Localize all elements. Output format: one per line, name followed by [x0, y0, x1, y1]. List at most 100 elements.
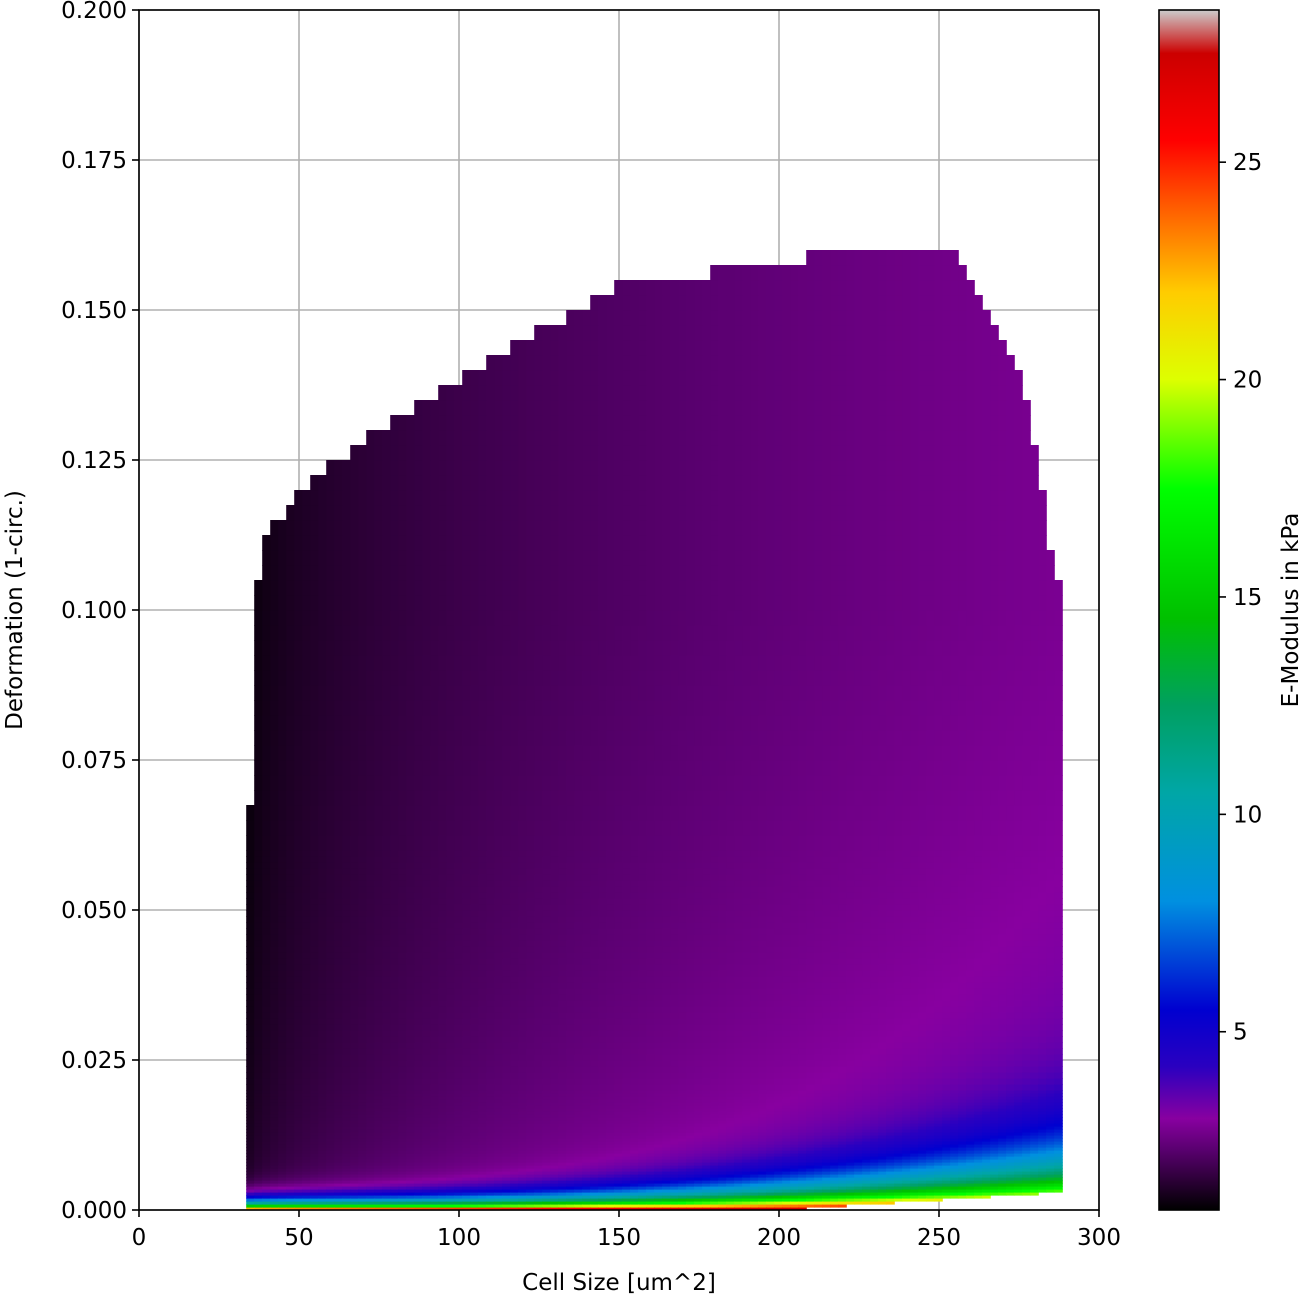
heatmap-cell: [374, 952, 383, 959]
heatmap-cell: [438, 550, 447, 566]
heatmap-cell: [342, 1180, 351, 1184]
heatmap-cell: [598, 670, 607, 686]
heatmap-cell: [462, 1162, 471, 1166]
heatmap-cell: [390, 1024, 399, 1031]
heatmap-cell: [254, 1117, 263, 1121]
heatmap-cell: [358, 1207, 367, 1210]
heatmap-cell: [470, 550, 479, 566]
heatmap-cell: [486, 1192, 495, 1196]
heatmap-cell: [326, 1117, 335, 1121]
heatmap-cell: [390, 1108, 399, 1112]
heatmap-cell: [606, 1153, 615, 1157]
heatmap-cell: [446, 835, 455, 851]
heatmap-cell: [326, 685, 335, 701]
heatmap-cell: [518, 1165, 527, 1169]
heatmap-cell: [542, 1018, 551, 1025]
heatmap-cell: [398, 1048, 407, 1055]
heatmap-cell: [286, 1177, 295, 1181]
heatmap-cell: [494, 505, 503, 521]
heatmap-cell: [478, 922, 487, 929]
heatmap-cell: [270, 1198, 279, 1202]
heatmap-cell: [566, 928, 575, 935]
heatmap-cell: [454, 1078, 463, 1085]
heatmap-cell: [318, 1123, 327, 1127]
heatmap-cell: [494, 715, 503, 731]
heatmap-cell: [438, 1066, 447, 1073]
heatmap-cell: [254, 1207, 263, 1210]
heatmap-cell: [510, 1060, 519, 1067]
heatmap-cell: [550, 1129, 559, 1133]
heatmap-cell: [318, 868, 327, 875]
heatmap-cell: [606, 1042, 615, 1049]
heatmap-cell: [542, 910, 551, 917]
heatmap-cell: [574, 1195, 583, 1199]
heatmap-cell: [334, 1168, 343, 1172]
heatmap-cell: [294, 1153, 303, 1157]
heatmap-cell: [438, 892, 447, 899]
heatmap-cell: [446, 730, 455, 746]
heatmap-cell: [454, 460, 463, 476]
heatmap-cell: [534, 892, 543, 899]
heatmap-cell: [518, 580, 527, 596]
heatmap-cell: [342, 982, 351, 989]
heatmap-cell: [422, 1030, 431, 1037]
heatmap-cell: [254, 1042, 263, 1049]
heatmap-cell: [270, 1000, 279, 1007]
heatmap-cell: [534, 805, 543, 821]
heatmap-cell: [510, 1105, 519, 1109]
heatmap-cell: [350, 565, 359, 581]
heatmap-cell: [534, 1099, 543, 1103]
heatmap-cell: [470, 400, 479, 416]
heatmap-cell: [462, 916, 471, 923]
heatmap-cell: [286, 892, 295, 899]
heatmap-cell: [494, 1099, 503, 1103]
heatmap-cell: [438, 1006, 447, 1013]
heatmap-cell: [302, 1090, 311, 1094]
heatmap-cell: [550, 385, 559, 401]
heatmap-cell: [534, 1120, 543, 1124]
heatmap-cell: [302, 1117, 311, 1121]
heatmap-cell: [478, 535, 487, 551]
heatmap-cell: [606, 1036, 615, 1043]
heatmap-cell: [374, 1159, 383, 1163]
heatmap-cell: [462, 805, 471, 821]
heatmap-cell: [534, 1192, 543, 1196]
heatmap-cell: [270, 958, 279, 965]
heatmap-cell: [590, 565, 599, 581]
heatmap-cell: [494, 1123, 503, 1127]
heatmap-cell: [518, 1105, 527, 1109]
heatmap-cell: [342, 1006, 351, 1013]
heatmap-cell: [382, 1078, 391, 1085]
heatmap-cell: [390, 1150, 399, 1154]
heatmap-cell: [574, 1165, 583, 1169]
heatmap-cell: [406, 1048, 415, 1055]
heatmap-cell: [470, 1171, 479, 1175]
heatmap-cell: [310, 1096, 319, 1100]
heatmap-cell: [326, 505, 335, 521]
heatmap-cell: [486, 1189, 495, 1193]
heatmap-cell: [310, 1156, 319, 1160]
heatmap-cell: [534, 1000, 543, 1007]
heatmap-cell: [462, 1147, 471, 1151]
heatmap-cell: [406, 685, 415, 701]
heatmap-cell: [422, 886, 431, 893]
heatmap-cell: [286, 898, 295, 905]
heatmap-cell: [470, 898, 479, 905]
heatmap-cell: [510, 400, 519, 416]
heatmap-cell: [598, 730, 607, 746]
heatmap-cell: [398, 1054, 407, 1061]
heatmap-cell: [374, 1099, 383, 1103]
heatmap-cell: [566, 1042, 575, 1049]
heatmap-cell: [574, 460, 583, 476]
heatmap-cell: [246, 1084, 255, 1091]
heatmap-cell: [518, 1000, 527, 1007]
heatmap-cell: [382, 1090, 391, 1094]
heatmap-cell: [598, 940, 607, 947]
heatmap-cell: [566, 490, 575, 506]
heatmap-cell: [542, 850, 551, 857]
heatmap-cell: [502, 655, 511, 671]
heatmap-cell: [366, 946, 375, 953]
heatmap-cell: [302, 520, 311, 536]
heatmap-cell: [262, 715, 271, 731]
heatmap-cell: [534, 505, 543, 521]
